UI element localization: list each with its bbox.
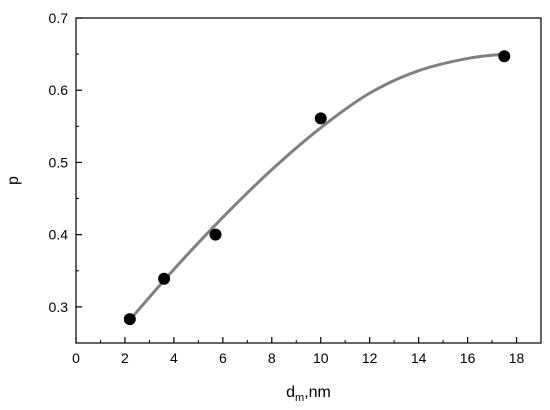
x-tick-label: 10 — [313, 350, 329, 366]
x-axis-label-rest: ,nm — [304, 384, 331, 401]
y-tick-label: 0.7 — [49, 10, 69, 26]
data-point-3 — [209, 228, 222, 241]
data-point-1 — [123, 313, 136, 326]
y-tick-label: 0.4 — [49, 227, 69, 243]
y-tick-label: 0.3 — [49, 299, 69, 315]
x-tick-label: 6 — [219, 350, 227, 366]
data-point-2 — [158, 272, 171, 285]
x-axis-label: dm,nm — [286, 384, 331, 404]
x-tick-label: 8 — [268, 350, 276, 366]
x-axis-label-sub: m — [295, 392, 304, 404]
x-tick-label: 16 — [460, 350, 476, 366]
x-tick-label: 0 — [72, 350, 80, 366]
y-tick-label: 0.6 — [49, 82, 69, 98]
x-tick-label: 2 — [121, 350, 129, 366]
y-tick-label: 0.5 — [49, 154, 69, 170]
ticks-group — [75, 17, 518, 344]
fit-curve — [128, 52, 505, 321]
x-axis-label-main: d — [286, 384, 295, 401]
data-point-5 — [498, 50, 511, 63]
x-tick-label: 14 — [411, 350, 427, 366]
plot-frame — [75, 17, 542, 344]
x-tick-label: 4 — [170, 350, 178, 366]
data-point-4 — [314, 112, 327, 125]
data-points-group — [123, 50, 511, 326]
x-tick-label: 18 — [509, 350, 525, 366]
x-tick-label: 12 — [362, 350, 378, 366]
tick-labels-group: 0 2 4 6 8 10 12 14 16 18 0.3 0.4 0.5 0.6 0.7 — [49, 10, 525, 366]
y-axis-label: p — [5, 176, 22, 185]
